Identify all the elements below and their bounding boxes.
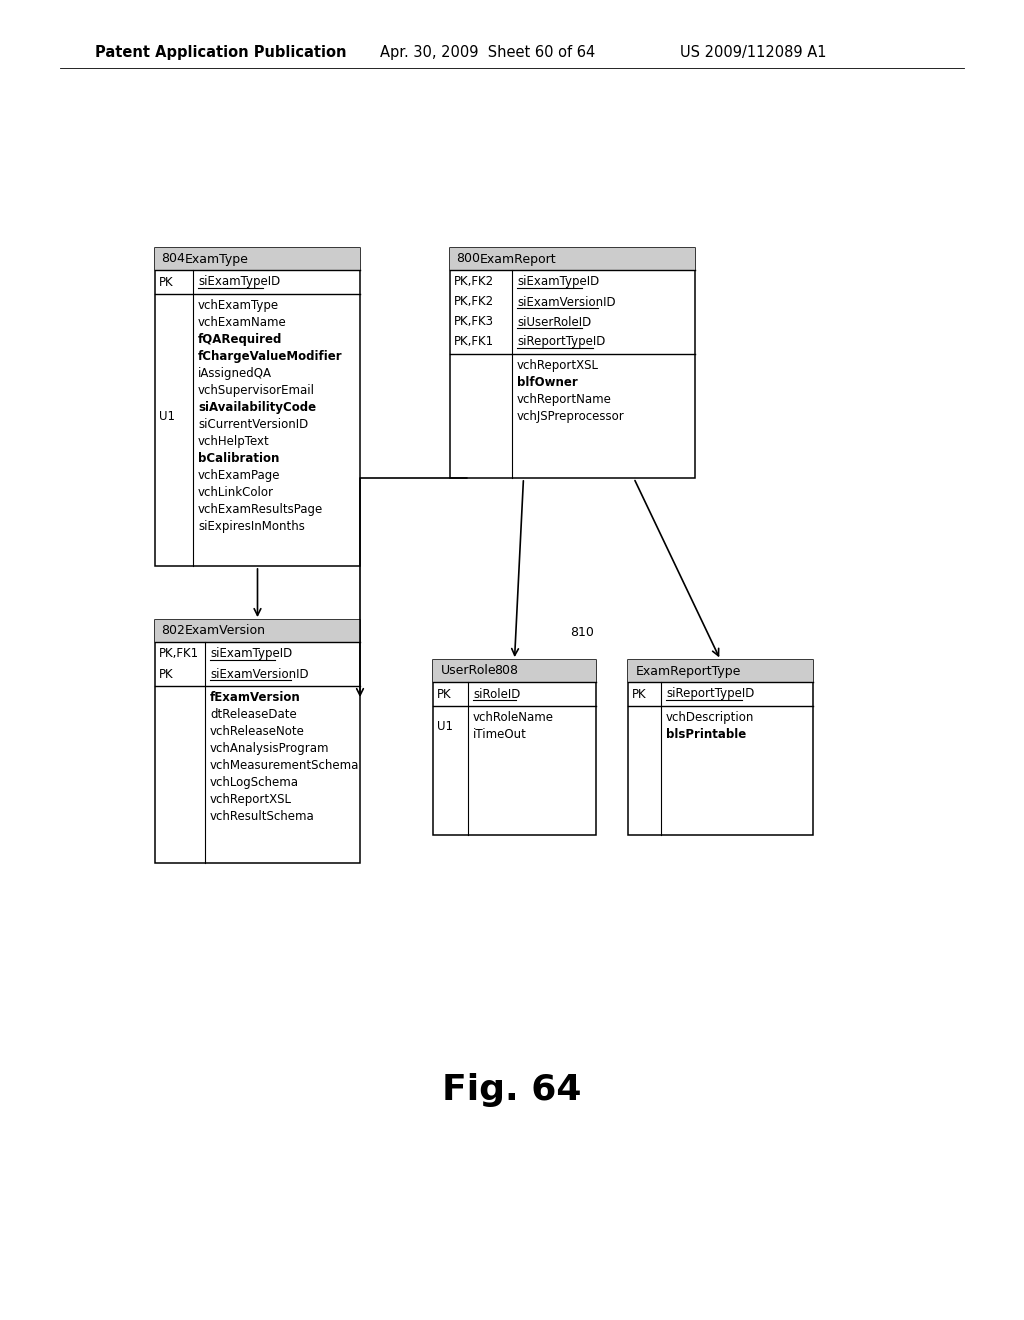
Text: vchSupervisorEmail: vchSupervisorEmail	[198, 384, 315, 397]
Bar	[155, 248, 360, 271]
Bar	[155, 620, 360, 863]
Text: fChargeValueModifier: fChargeValueModifier	[198, 350, 343, 363]
Text: Patent Application Publication: Patent Application Publication	[95, 45, 346, 59]
Text: vchReportName: vchReportName	[517, 393, 612, 407]
Text: Fig. 64: Fig. 64	[442, 1073, 582, 1107]
Text: vchAnalysisProgram: vchAnalysisProgram	[210, 742, 330, 755]
Text: vchExamName: vchExamName	[198, 315, 287, 329]
Text: PK,FK1: PK,FK1	[454, 335, 495, 348]
Text: vchResultSchema: vchResultSchema	[210, 810, 314, 822]
Text: PK,FK3: PK,FK3	[454, 315, 494, 329]
Text: vchMeasurementSchema: vchMeasurementSchema	[210, 759, 359, 772]
Text: siReportTypeID: siReportTypeID	[666, 688, 755, 701]
Text: ExamVersion: ExamVersion	[185, 624, 266, 638]
Bar	[155, 620, 360, 642]
Text: 804: 804	[161, 252, 185, 265]
Text: 810: 810	[570, 626, 594, 639]
Text: vchJSPreprocessor: vchJSPreprocessor	[517, 411, 625, 422]
Text: vchLinkColor: vchLinkColor	[198, 486, 274, 499]
Text: vchLogSchema: vchLogSchema	[210, 776, 299, 789]
Bar	[433, 660, 596, 836]
Text: vchReportXSL: vchReportXSL	[517, 359, 599, 372]
Bar	[433, 660, 596, 682]
Text: US 2009/112089 A1: US 2009/112089 A1	[680, 45, 826, 59]
Bar	[450, 248, 695, 478]
Text: iTimeOut: iTimeOut	[473, 729, 527, 741]
Text: blsPrintable: blsPrintable	[666, 729, 746, 741]
Text: blfOwner: blfOwner	[517, 376, 578, 389]
Text: fExamVersion: fExamVersion	[210, 690, 301, 704]
Bar	[628, 660, 813, 836]
Text: Apr. 30, 2009  Sheet 60 of 64: Apr. 30, 2009 Sheet 60 of 64	[380, 45, 595, 59]
Text: vchExamPage: vchExamPage	[198, 469, 281, 482]
Text: dtReleaseDate: dtReleaseDate	[210, 708, 297, 721]
Text: ExamReportType: ExamReportType	[636, 664, 741, 677]
Text: PK: PK	[437, 688, 452, 701]
Text: PK,FK2: PK,FK2	[454, 276, 495, 289]
Text: PK: PK	[159, 276, 174, 289]
Text: vchExamResultsPage: vchExamResultsPage	[198, 503, 324, 516]
Text: ExamType: ExamType	[185, 252, 249, 265]
Text: iAssignedQA: iAssignedQA	[198, 367, 272, 380]
Text: siExamTypeID: siExamTypeID	[210, 648, 292, 660]
Text: U1: U1	[159, 409, 175, 422]
Text: ExamReport: ExamReport	[480, 252, 557, 265]
Text: 802: 802	[161, 624, 185, 638]
Bar	[155, 248, 360, 566]
Text: siAvailabilityCode: siAvailabilityCode	[198, 401, 316, 414]
Text: siExpiresInMonths: siExpiresInMonths	[198, 520, 305, 533]
Text: fQARequired: fQARequired	[198, 333, 283, 346]
Text: vchHelpText: vchHelpText	[198, 436, 269, 447]
Text: siCurrentVersionID: siCurrentVersionID	[198, 418, 308, 432]
Text: siExamTypeID: siExamTypeID	[198, 276, 281, 289]
Text: PK,FK1: PK,FK1	[159, 648, 199, 660]
Text: vchExamType: vchExamType	[198, 300, 280, 312]
Text: siExamVersionID: siExamVersionID	[517, 296, 615, 309]
Text: UserRole: UserRole	[441, 664, 497, 677]
Bar	[628, 660, 813, 682]
Text: bCalibration: bCalibration	[198, 451, 280, 465]
Text: siExamVersionID: siExamVersionID	[210, 668, 308, 681]
Text: U1: U1	[437, 719, 453, 733]
Bar	[450, 248, 695, 271]
Text: vchDescription: vchDescription	[666, 711, 755, 723]
Text: 800: 800	[456, 252, 480, 265]
Text: siRoleID: siRoleID	[473, 688, 520, 701]
Text: PK: PK	[159, 668, 174, 681]
Text: 808: 808	[495, 664, 518, 677]
Text: siReportTypeID: siReportTypeID	[517, 335, 605, 348]
Text: vchReleaseNote: vchReleaseNote	[210, 725, 305, 738]
Text: vchReportXSL: vchReportXSL	[210, 793, 292, 807]
Text: PK,FK2: PK,FK2	[454, 296, 495, 309]
Text: siExamTypeID: siExamTypeID	[517, 276, 599, 289]
Text: vchRoleName: vchRoleName	[473, 711, 554, 723]
Text: siUserRoleID: siUserRoleID	[517, 315, 591, 329]
Text: PK: PK	[632, 688, 646, 701]
